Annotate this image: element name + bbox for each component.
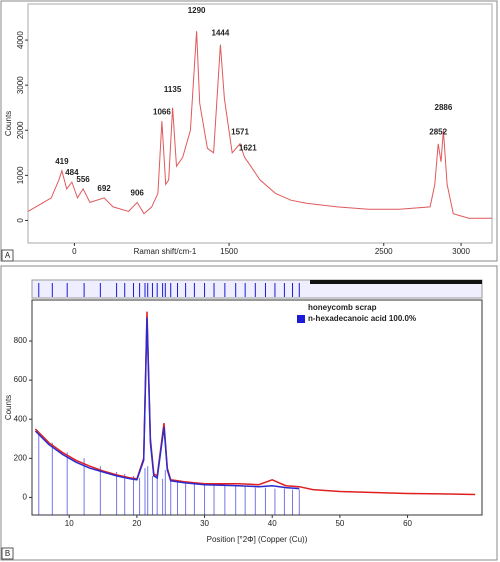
y-tick-label: 4000	[16, 31, 25, 49]
x-tick-label: 1500	[220, 247, 238, 256]
peak-label: 1621	[239, 143, 257, 152]
y-tick-label: 1000	[16, 166, 25, 184]
plot-area	[31, 299, 483, 516]
series-line	[27, 31, 492, 219]
y-axis-title: Counts	[4, 395, 13, 420]
peak-label: 692	[97, 184, 111, 193]
x-axis-title: Raman shift/cm-1	[134, 247, 197, 256]
peak-label: 1571	[231, 128, 249, 137]
reference-band-dense	[310, 280, 482, 284]
legend-label: honeycomb scrap	[308, 303, 377, 312]
y-tick-label: 0	[23, 493, 28, 502]
x-tick-label: 30	[200, 519, 209, 528]
peak-label: 1135	[164, 85, 182, 94]
peak-label: 484	[65, 168, 79, 177]
x-tick-label: 10	[65, 519, 74, 528]
y-axis-title: Counts	[4, 111, 13, 136]
y-tick-label: 600	[14, 375, 28, 384]
y-tick-label: 0	[16, 218, 25, 223]
reference-band	[31, 279, 483, 299]
peak-label: 1290	[188, 6, 206, 15]
x-tick-label: 2500	[375, 247, 393, 256]
panel-label: B	[5, 549, 10, 558]
x-tick-label: 3000	[452, 247, 470, 256]
peak-label: 2886	[435, 103, 453, 112]
panel-frame	[0, 265, 498, 561]
peak-label: 1066	[153, 107, 171, 116]
legend-label: n-hexadecanoic acid 100.0%	[308, 314, 416, 323]
peak-label: 1444	[212, 28, 230, 37]
plot-area	[27, 3, 493, 244]
y-tick-label: 3000	[16, 76, 25, 94]
panel-label: A	[5, 251, 11, 260]
series-line	[34, 317, 300, 490]
x-tick-label: 60	[403, 519, 412, 528]
x-tick-label: 0	[72, 247, 77, 256]
series-line	[34, 311, 476, 496]
peak-label: 419	[55, 157, 69, 166]
peak-label: 2852	[429, 128, 447, 137]
x-tick-label: 40	[268, 519, 277, 528]
y-tick-label: 400	[14, 414, 28, 423]
x-tick-label: 50	[335, 519, 344, 528]
panel-label-box	[1, 249, 14, 262]
peak-label: 906	[131, 189, 145, 198]
x-axis-title: Position [°2Φ] (Copper (Cu))	[207, 535, 308, 544]
x-tick-label: 20	[132, 519, 141, 528]
y-tick-label: 200	[14, 453, 28, 462]
panel-label-box	[1, 547, 14, 560]
peak-label: 556	[76, 175, 90, 184]
y-tick-label: 2000	[16, 121, 25, 139]
y-tick-label: 800	[14, 336, 28, 345]
legend-swatch	[297, 315, 305, 323]
panel-frame	[0, 0, 498, 262]
